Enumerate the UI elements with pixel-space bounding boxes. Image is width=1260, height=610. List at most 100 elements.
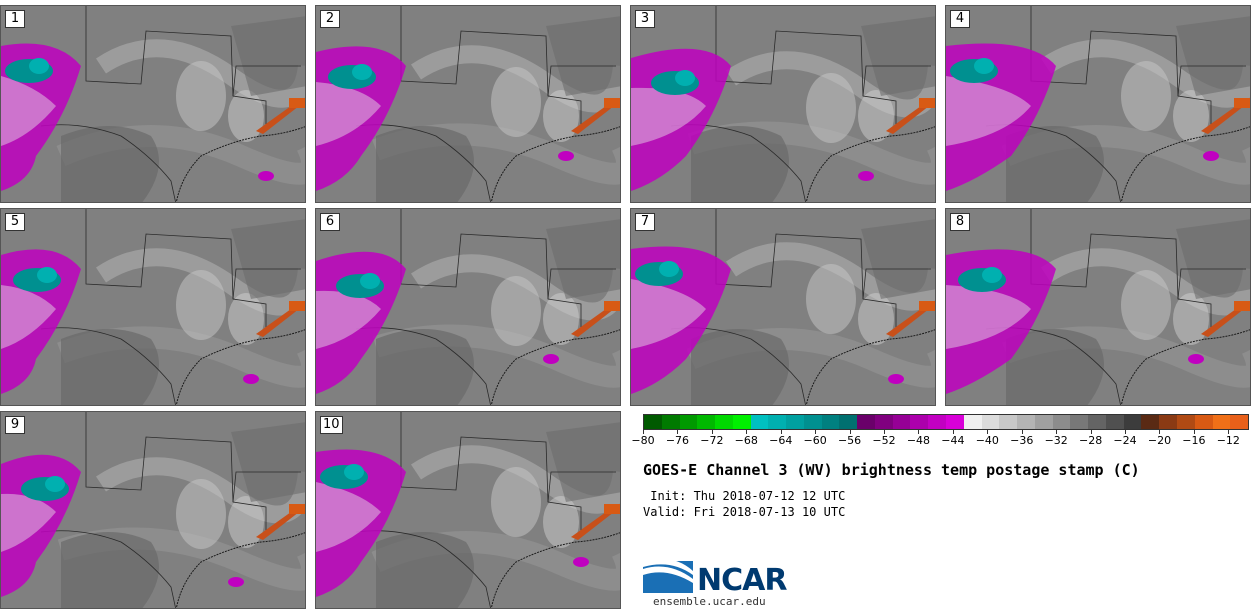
colorbar-tick-label: −68 <box>734 434 758 447</box>
valid-time: Valid: Fri 2018-07-13 10 UTC <box>643 505 846 519</box>
colorbar-tick-label: −80 <box>631 434 655 447</box>
colorbar-bin <box>1017 415 1035 429</box>
colorbar-tick <box>1193 430 1195 434</box>
site-url[interactable]: ensemble.ucar.edu <box>653 595 766 608</box>
map-panel-7: 7 <box>630 208 936 406</box>
panel-member-label: 5 <box>5 213 25 231</box>
colorbar-tick-label: −44 <box>941 434 965 447</box>
colorbar-tick <box>987 430 989 434</box>
brightness-temp-map <box>946 209 1250 405</box>
colorbar-tick-label: −48 <box>906 434 931 447</box>
colorbar-tick-label: −60 <box>803 434 827 447</box>
brightness-temp-map <box>316 6 620 202</box>
map-panel-4: 4 <box>945 5 1251 203</box>
colorbar-bin <box>1212 415 1231 429</box>
colorbar-bin <box>1123 415 1142 429</box>
colorbar-tick-label: −56 <box>837 434 862 447</box>
brightness-temp-map <box>316 412 620 608</box>
colorbar-bin <box>1105 415 1124 429</box>
colorbar-tick <box>643 430 644 434</box>
colorbar-tick <box>918 430 920 434</box>
colorbar-tick <box>815 430 817 434</box>
colorbar-tick-label: −32 <box>1044 434 1068 447</box>
logo-text: NCAR <box>697 563 787 598</box>
colorbar-bin <box>981 415 1000 429</box>
colorbar-bin <box>1070 415 1089 429</box>
map-panel-5: 5 <box>0 208 306 406</box>
colorbar-bin <box>697 415 716 429</box>
colorbar-tick <box>780 430 782 434</box>
panel-member-label: 8 <box>950 213 970 231</box>
colorbar-bin <box>768 415 787 429</box>
panel-member-label: 7 <box>635 213 655 231</box>
colorbar-tick <box>711 430 713 434</box>
colorbar-bin <box>892 415 911 429</box>
colorbar-tick <box>1090 430 1092 434</box>
colorbar-tick <box>884 430 886 434</box>
colorbar-tick-label: −64 <box>769 434 793 447</box>
map-panel-6: 6 <box>315 208 621 406</box>
colorbar-tick-label: −52 <box>872 434 896 447</box>
colorbar-bin <box>1088 415 1106 429</box>
panel-member-label: 10 <box>320 416 343 434</box>
colorbar-tick <box>677 430 679 434</box>
brightness-temp-map <box>1 209 305 405</box>
panel-member-label: 4 <box>950 10 970 28</box>
colorbar <box>643 414 1249 430</box>
brightness-temp-map <box>1 6 305 202</box>
colorbar-tick-label: −24 <box>1113 434 1137 447</box>
map-panel-9: 9 <box>0 411 306 609</box>
colorbar-bin <box>1034 415 1053 429</box>
panel-member-label: 2 <box>320 10 340 28</box>
colorbar-tick-label: −72 <box>700 434 724 447</box>
colorbar-tick <box>1021 430 1023 434</box>
colorbar-bin <box>1159 415 1177 429</box>
colorbar-bin <box>910 415 929 429</box>
colorbar-bin <box>874 415 893 429</box>
brightness-temp-map <box>631 6 935 202</box>
colorbar-bin <box>803 415 822 429</box>
colorbar-bin <box>839 415 858 429</box>
colorbar-tick <box>1125 430 1127 434</box>
panel-member-label: 6 <box>320 213 340 231</box>
colorbar-bin <box>821 415 840 429</box>
colorbar-tick <box>849 430 851 434</box>
colorbar-bin <box>857 415 875 429</box>
panel-member-label: 3 <box>635 10 655 28</box>
map-panel-3: 3 <box>630 5 936 203</box>
colorbar-bin <box>732 415 751 429</box>
colorbar-bin <box>679 415 698 429</box>
colorbar-tick <box>1159 430 1161 434</box>
map-panel-8: 8 <box>945 208 1251 406</box>
brightness-temp-map <box>631 209 935 405</box>
colorbar-bin <box>750 415 769 429</box>
init-time: Init: Thu 2018-07-12 12 UTC <box>643 489 846 503</box>
colorbar-tick-label: −12 <box>1216 434 1240 447</box>
colorbar-bin <box>999 415 1018 429</box>
colorbar-tick <box>1228 430 1230 434</box>
colorbar-tick-label: −36 <box>1010 434 1034 447</box>
colorbar-bin <box>946 415 964 429</box>
map-panel-2: 2 <box>315 5 621 203</box>
colorbar-bin <box>1194 415 1213 429</box>
brightness-temp-map <box>946 6 1250 202</box>
colorbar-bin <box>963 415 982 429</box>
colorbar-bin <box>661 415 680 429</box>
panel-member-label: 9 <box>5 416 25 434</box>
colorbar-tick-label: −40 <box>975 434 999 447</box>
colorbar-tick-label: −76 <box>665 434 690 447</box>
colorbar-tick <box>1056 430 1058 434</box>
colorbar-bin <box>928 415 947 429</box>
colorbar-bin <box>715 415 733 429</box>
colorbar-bin <box>644 415 662 429</box>
colorbar-bin <box>1230 415 1249 429</box>
chart-title: GOES-E Channel 3 (WV) brightness temp po… <box>643 461 1140 479</box>
brightness-temp-map <box>1 412 305 608</box>
colorbar-tick-label: −20 <box>1147 434 1172 447</box>
colorbar-tick <box>952 430 954 434</box>
ncar-logo-icon <box>643 558 693 593</box>
colorbar-bin <box>1052 415 1071 429</box>
map-panel-1: 1 <box>0 5 306 203</box>
map-panel-10: 10 <box>315 411 621 609</box>
brightness-temp-map <box>316 209 620 405</box>
